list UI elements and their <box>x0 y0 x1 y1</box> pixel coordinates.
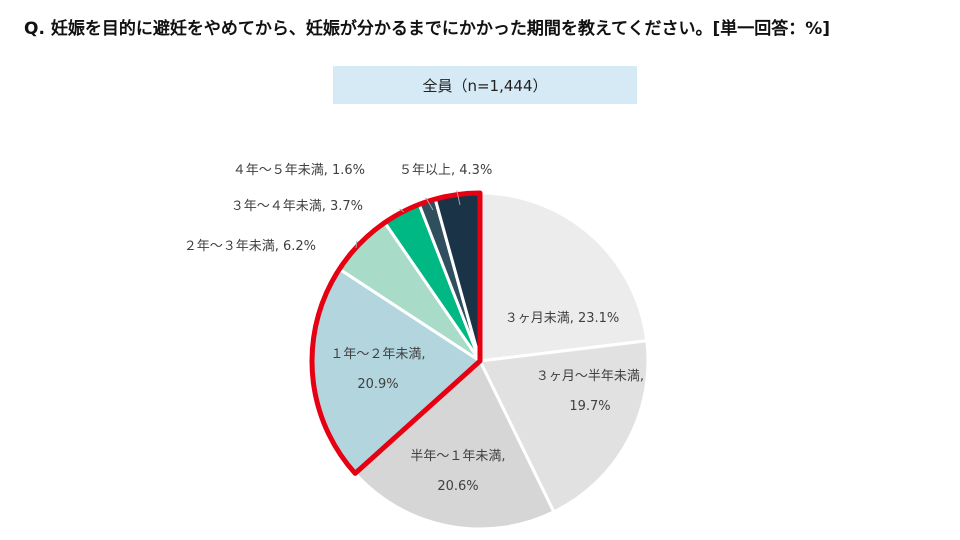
highlight-outline <box>309 190 483 476</box>
pie-slice <box>478 191 649 363</box>
subtitle-text: 全員（n=1,444） <box>422 76 548 95</box>
slice-value-label: 20.9% <box>357 377 398 392</box>
slice-label: ２年～３年未満, 6.2% <box>184 239 316 254</box>
slice-value-label: 20.6% <box>437 479 478 494</box>
subtitle-box: 全員（n=1,444） <box>333 66 637 104</box>
leader-line <box>399 208 405 213</box>
pie-slice <box>353 359 556 531</box>
slice-label: １年～２年未満, <box>330 347 425 362</box>
leader-line <box>456 190 461 206</box>
chart-title: Q. 妊娠を目的に避妊をやめてから、妊娠が分かるまでにかかった期間を教えてくださ… <box>24 19 831 39</box>
slice-label: ５年以上, 4.3% <box>399 163 492 178</box>
slice-label: ３ヶ月～半年未満, <box>536 369 644 384</box>
slice-label: 半年～１年未満, <box>410 449 505 464</box>
pie-slice <box>478 339 650 514</box>
leader-line <box>355 240 358 249</box>
slice-value-label: 19.7% <box>569 399 610 414</box>
slice-label: ３ヶ月未満, 23.1% <box>505 311 620 326</box>
slice-label: ４年～５年未満, 1.6% <box>233 163 365 178</box>
slice-label: ３年～４年未満, 3.7% <box>231 199 363 214</box>
leader-line <box>425 197 434 211</box>
